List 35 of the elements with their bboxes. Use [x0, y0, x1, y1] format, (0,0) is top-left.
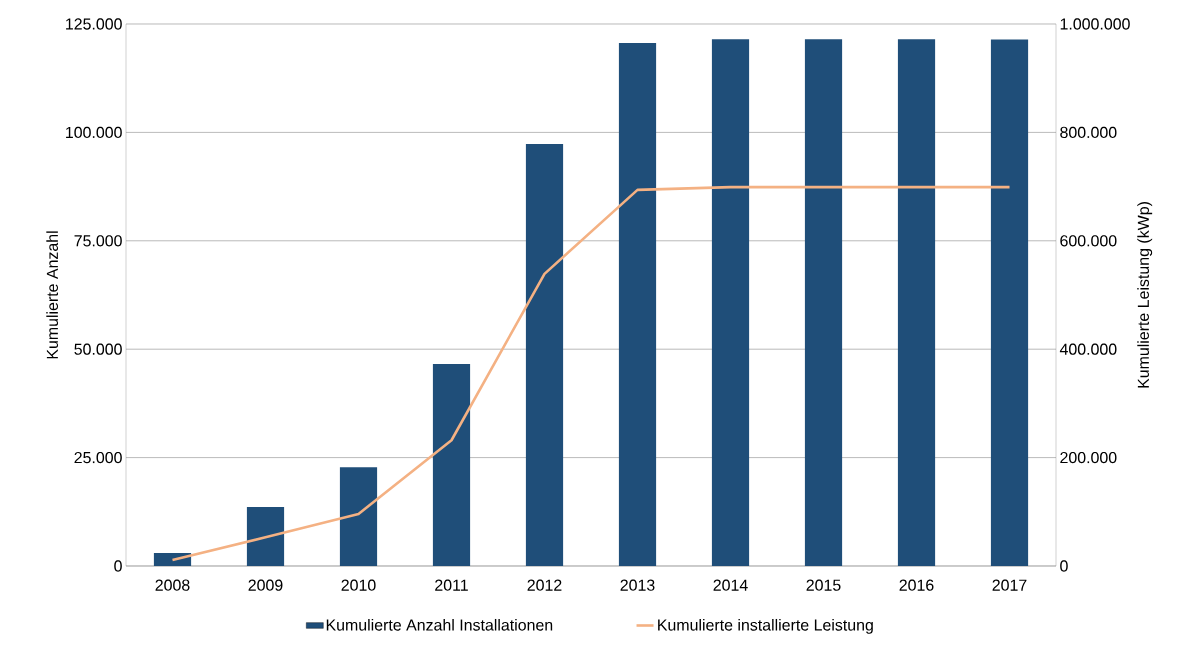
y-tick-label: 75.000 [74, 235, 122, 247]
x-tick-label: 2014 [713, 579, 748, 591]
y-tick-label: 25.000 [74, 451, 122, 464]
legend-label: Kumulierte installierte Leistung [658, 618, 873, 634]
y2-tick-label: 800.000 [1060, 126, 1117, 139]
bar [990, 39, 1029, 566]
bar [246, 507, 285, 566]
y2-tick-label: 0 [1060, 560, 1068, 572]
x-tick-label: 2012 [527, 579, 562, 591]
y-tick-label: 50.000 [74, 343, 122, 355]
y2-axis-title: Kumulierte Leistung (kWp) [1137, 202, 1153, 388]
y2-tick-label: 200.000 [1060, 451, 1117, 464]
bar [897, 39, 936, 566]
y2-tick-label: 1.000.000 [1060, 18, 1130, 30]
y-axis-title: Kumulierte Anzahl [46, 231, 59, 359]
x-tick-label: 2011 [435, 579, 468, 591]
y-tick-label: 125.000 [66, 18, 122, 30]
bar [804, 39, 843, 566]
y2-tick-label: 600.000 [1060, 235, 1117, 247]
x-tick-label: 2017 [992, 579, 1027, 591]
y-tick-label: 0 [114, 560, 122, 572]
bar [525, 144, 564, 566]
x-tick-label: 2016 [899, 579, 934, 591]
x-tick-label: 2010 [341, 579, 376, 591]
bar [711, 39, 750, 566]
legend-label: Kumulierte Anzahl Installationen [326, 618, 553, 631]
bar [339, 467, 378, 566]
bar [618, 43, 657, 566]
x-tick-label: 2013 [620, 579, 655, 591]
bar [432, 363, 471, 566]
y2-tick-label: 400.000 [1059, 343, 1117, 355]
x-tick-label: 2009 [248, 579, 283, 591]
x-tick-label: 2008 [155, 579, 190, 591]
y-tick-label: 100.000 [66, 126, 122, 139]
x-tick-label: 2015 [806, 579, 841, 591]
